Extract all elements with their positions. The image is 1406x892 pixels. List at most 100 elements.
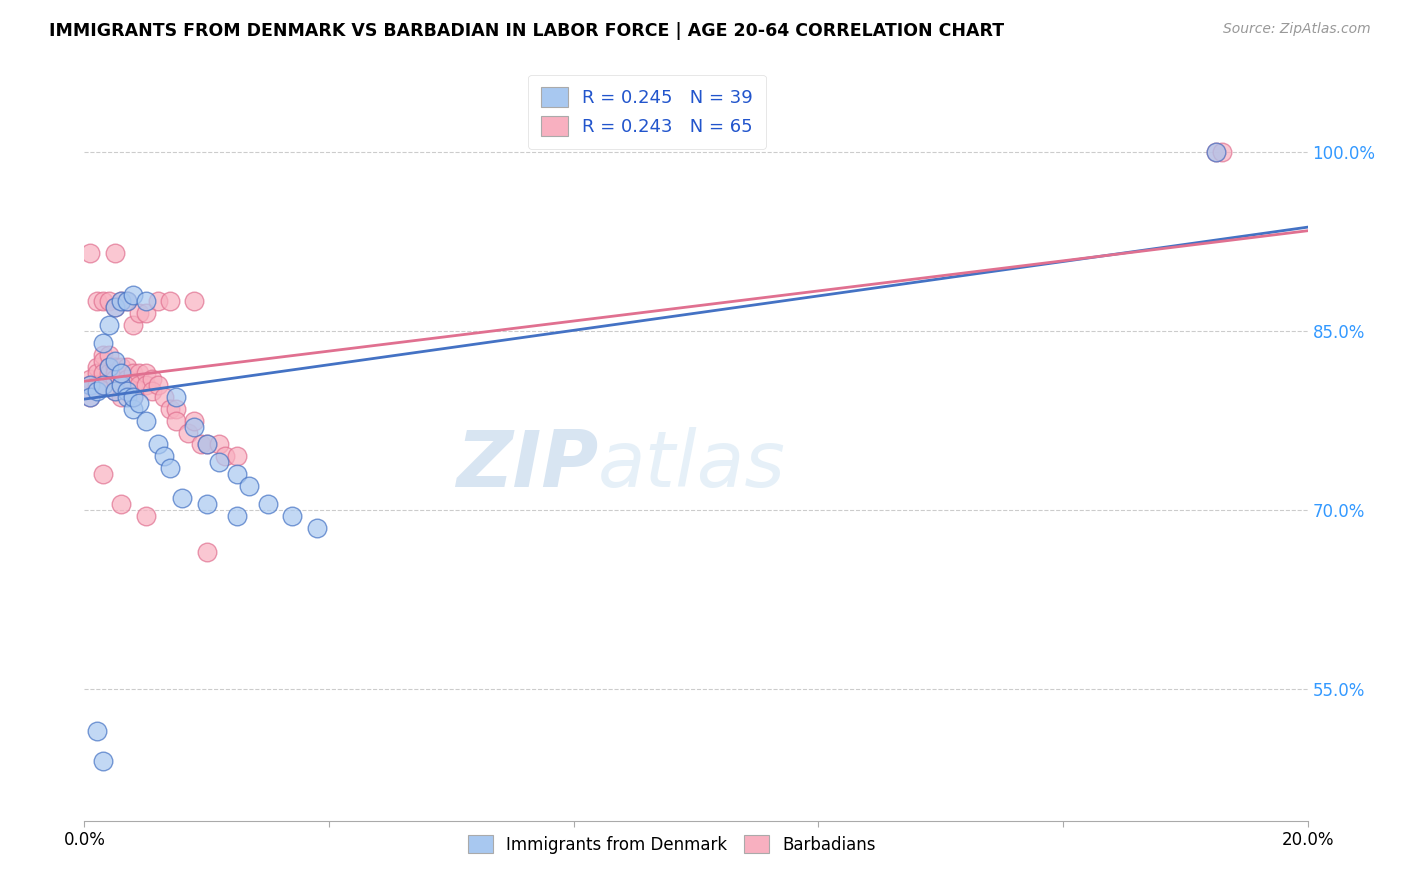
Point	[153, 390, 176, 404]
Point	[257, 497, 280, 511]
Point	[122, 288, 145, 302]
Point	[128, 395, 150, 409]
Point	[97, 366, 120, 380]
Point	[159, 401, 181, 416]
Point	[195, 437, 218, 451]
Point	[79, 246, 101, 260]
Point	[153, 450, 176, 464]
Point	[110, 497, 132, 511]
Point	[128, 366, 150, 380]
Point	[1211, 145, 1233, 159]
Point	[86, 359, 108, 374]
Point	[110, 377, 132, 392]
Point	[122, 318, 145, 332]
Point	[91, 294, 114, 309]
Point	[165, 414, 187, 428]
Point	[86, 294, 108, 309]
Point	[165, 390, 187, 404]
Point	[208, 455, 231, 469]
Point	[135, 377, 157, 392]
Point	[79, 372, 101, 386]
Point	[115, 384, 138, 398]
Point	[91, 348, 114, 362]
Point	[122, 390, 145, 404]
Point	[281, 509, 304, 524]
Point	[115, 294, 138, 309]
Point	[79, 377, 101, 392]
Point	[172, 491, 194, 506]
Point	[135, 306, 157, 320]
Point	[159, 461, 181, 475]
Point	[97, 294, 120, 309]
Point	[135, 294, 157, 309]
Point	[226, 467, 249, 482]
Point	[159, 294, 181, 309]
Point	[104, 384, 127, 398]
Point	[91, 377, 114, 392]
Point	[195, 497, 218, 511]
Point	[110, 390, 132, 404]
Point	[183, 414, 205, 428]
Point	[104, 384, 127, 398]
Legend: Immigrants from Denmark, Barbadians: Immigrants from Denmark, Barbadians	[461, 829, 882, 861]
Point	[128, 377, 150, 392]
Point	[165, 401, 187, 416]
Point	[110, 377, 132, 392]
Point	[79, 377, 101, 392]
Point	[97, 359, 120, 374]
Point	[104, 300, 127, 314]
Text: atlas: atlas	[598, 427, 786, 503]
Point	[146, 294, 169, 309]
Point	[122, 366, 145, 380]
Point	[195, 437, 218, 451]
Point	[238, 479, 260, 493]
Point	[141, 372, 163, 386]
Point	[97, 318, 120, 332]
Point	[135, 509, 157, 524]
Point	[104, 246, 127, 260]
Point	[115, 390, 138, 404]
Point	[91, 336, 114, 351]
Point	[91, 354, 114, 368]
Point	[97, 359, 120, 374]
Point	[110, 294, 132, 309]
Point	[104, 372, 127, 386]
Point	[195, 545, 218, 559]
Point	[110, 294, 132, 309]
Point	[104, 366, 127, 380]
Point	[128, 306, 150, 320]
Point	[104, 354, 127, 368]
Text: IMMIGRANTS FROM DENMARK VS BARBADIAN IN LABOR FORCE | AGE 20-64 CORRELATION CHAR: IMMIGRANTS FROM DENMARK VS BARBADIAN IN …	[49, 22, 1004, 40]
Point	[305, 521, 328, 535]
Point	[86, 377, 108, 392]
Point	[110, 366, 132, 380]
Point	[122, 377, 145, 392]
Point	[110, 359, 132, 374]
Point	[208, 437, 231, 451]
Point	[214, 450, 236, 464]
Point	[226, 509, 249, 524]
Point	[1205, 145, 1227, 159]
Point	[79, 390, 101, 404]
Point	[110, 366, 132, 380]
Point	[115, 294, 138, 309]
Point	[91, 377, 114, 392]
Point	[190, 437, 212, 451]
Point	[86, 366, 108, 380]
Point	[115, 384, 138, 398]
Point	[97, 348, 120, 362]
Point	[183, 294, 205, 309]
Point	[183, 419, 205, 434]
Point	[226, 450, 249, 464]
Point	[104, 300, 127, 314]
Point	[146, 437, 169, 451]
Point	[79, 390, 101, 404]
Point	[146, 377, 169, 392]
Point	[86, 724, 108, 739]
Point	[122, 390, 145, 404]
Point	[91, 754, 114, 768]
Point	[86, 384, 108, 398]
Point	[135, 414, 157, 428]
Text: ZIP: ZIP	[456, 427, 598, 503]
Point	[141, 384, 163, 398]
